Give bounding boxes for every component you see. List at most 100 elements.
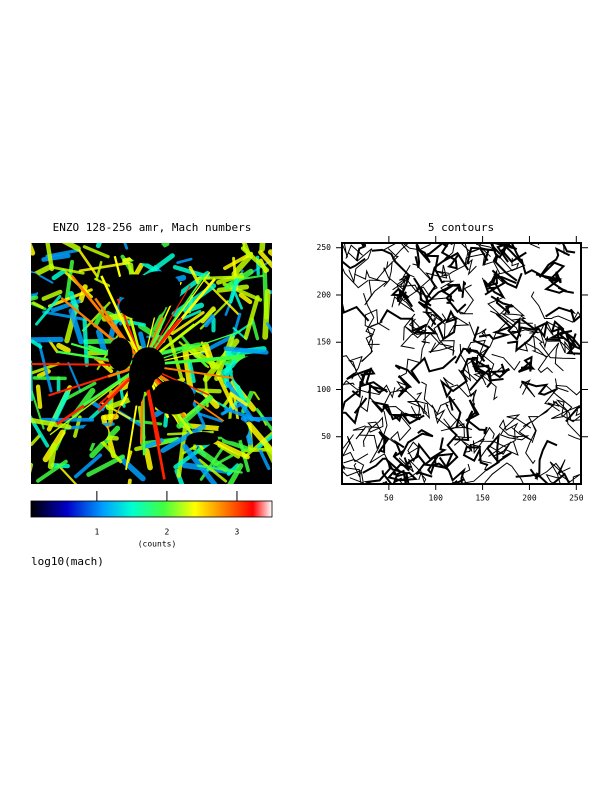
contour (565, 405, 581, 423)
contour (538, 247, 571, 282)
filament (263, 443, 272, 464)
contour (396, 385, 423, 402)
y-tick-label: 150 (317, 338, 332, 347)
contour (484, 269, 523, 296)
filament (35, 294, 62, 326)
contour (415, 426, 459, 478)
filament (198, 458, 228, 483)
contour (490, 295, 514, 314)
contour (468, 321, 487, 339)
contour (414, 243, 431, 269)
contour (556, 459, 581, 484)
caption: log10(mach) (31, 555, 104, 568)
contour (393, 429, 434, 458)
contour (386, 463, 418, 484)
filament (231, 253, 253, 277)
contour (545, 306, 581, 323)
contour (440, 418, 467, 432)
filament (258, 250, 272, 269)
contour (355, 243, 367, 262)
contour (397, 343, 426, 378)
y-tick-label: 250 (317, 243, 332, 252)
filament (51, 268, 66, 281)
filament (176, 257, 193, 265)
colorbar (30, 500, 273, 518)
filament (47, 442, 57, 470)
contour (545, 384, 581, 420)
contour (342, 461, 362, 483)
image-title: ENZO 128-256 amr, Mach numbers (53, 221, 252, 234)
contour (380, 470, 393, 484)
void (232, 354, 272, 392)
filament (246, 421, 272, 456)
contour (392, 450, 410, 472)
contour (478, 243, 499, 263)
contour (362, 416, 384, 448)
filament (41, 289, 63, 301)
filament (31, 270, 37, 276)
filament (82, 318, 89, 367)
filament (223, 346, 269, 355)
contour (567, 421, 581, 441)
contour (346, 367, 388, 400)
contour-title: 5 contours (428, 221, 494, 234)
contour (534, 461, 566, 484)
void (218, 418, 249, 442)
filament (65, 259, 75, 300)
void (119, 293, 166, 320)
filament (31, 462, 34, 474)
filament (82, 245, 110, 259)
filament (31, 434, 42, 447)
contour (342, 451, 369, 484)
contour (482, 277, 506, 300)
x-tick-label: 100 (428, 494, 443, 503)
contour (342, 390, 368, 425)
filament (188, 346, 220, 370)
contour (404, 318, 427, 339)
x-tick-label: 50 (384, 494, 394, 503)
contour (480, 373, 498, 401)
contour (418, 468, 427, 484)
filament (100, 401, 131, 420)
colorbar-tick-label: 1 (94, 528, 99, 537)
contour (461, 280, 467, 299)
filament (93, 306, 107, 328)
contour (525, 416, 540, 465)
contour (439, 357, 476, 399)
contour (347, 248, 373, 284)
filament (31, 360, 33, 402)
contour (359, 395, 388, 437)
filament (210, 438, 250, 460)
contour (342, 265, 369, 289)
void (107, 337, 133, 371)
contour (464, 253, 501, 287)
filament (31, 263, 54, 280)
y-tick-label: 100 (317, 385, 332, 394)
void (186, 432, 219, 446)
contour (370, 400, 421, 421)
filament (221, 438, 253, 452)
filament (220, 360, 238, 376)
contour (501, 313, 533, 324)
contour (491, 243, 518, 255)
filament (35, 384, 43, 410)
contour (477, 441, 519, 464)
filament (48, 339, 59, 354)
filament (31, 243, 36, 256)
filament (212, 454, 234, 467)
filament (31, 295, 39, 302)
filament (267, 249, 272, 257)
contour (369, 434, 397, 464)
filament (133, 262, 144, 277)
filament (225, 362, 248, 407)
contour (362, 457, 408, 484)
contour (403, 263, 431, 301)
filament (41, 253, 71, 262)
contour (352, 425, 380, 440)
contour (360, 367, 389, 393)
filament (195, 388, 222, 394)
contour (417, 286, 444, 322)
contour (491, 353, 521, 371)
filament (32, 301, 44, 309)
contour (342, 257, 366, 270)
